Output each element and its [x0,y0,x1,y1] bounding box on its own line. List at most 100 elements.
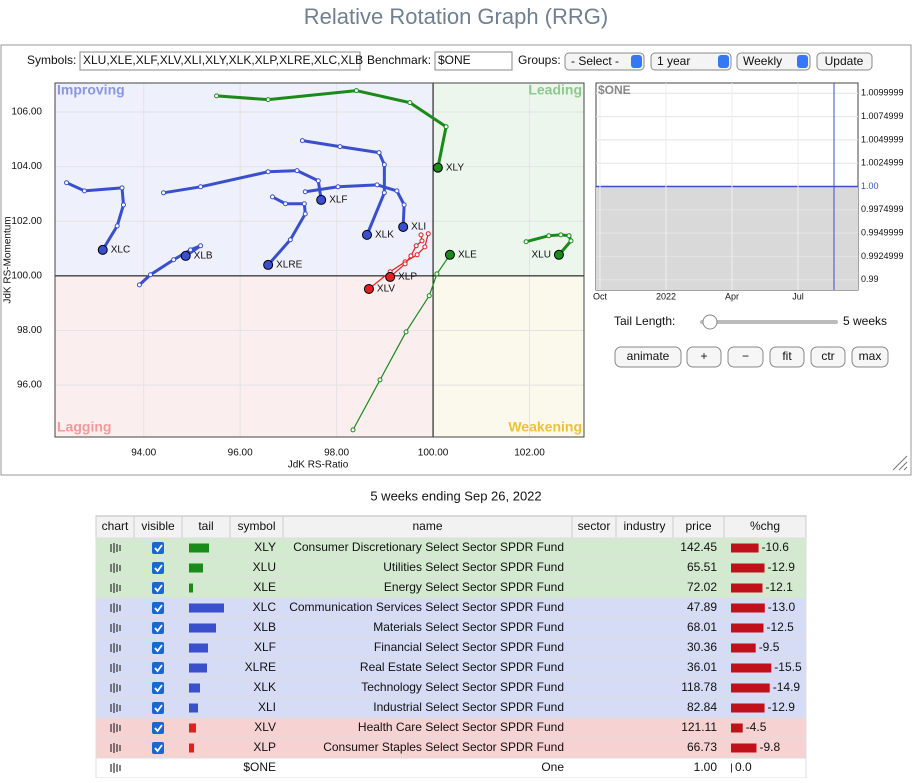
column-header: industry [623,519,665,533]
tail-point [188,247,194,253]
symbol-cell: XLK [253,680,276,694]
tail-point [147,272,153,278]
chart-icon[interactable] [110,723,121,733]
chart-icon[interactable] [110,563,121,573]
slider-knob[interactable] [702,314,718,330]
tail-point [374,182,380,188]
change-cell: -15.5 [774,660,802,674]
button[interactable] [614,346,682,368]
change-bar [731,663,772,673]
select-value: 1 year [657,54,690,68]
change-bar [731,703,765,713]
x-axis-label: JdK RS-Ratio [288,460,349,471]
x-tick-label: 98.00 [324,448,349,459]
visible-checkbox[interactable] [152,622,164,634]
benchmark-value: $ONE [438,53,471,67]
series-label: XLC [111,245,130,256]
check [154,644,163,653]
button-label: animate [627,349,670,363]
tail-line [216,89,448,168]
symbols-input[interactable] [79,51,361,71]
tail-bar [189,703,198,713]
tail-point [337,144,343,150]
tail-point [425,231,431,237]
chart-icon[interactable] [110,583,121,593]
benchmark-input[interactable] [434,51,513,71]
quadrant-label: Lagging [57,419,111,435]
y-tick-label: 102.00 [11,216,42,227]
tail-bar [189,643,208,653]
tail-point [381,162,387,168]
button[interactable] [851,346,889,368]
price-cell: 65.51 [687,560,717,574]
select-interval[interactable] [736,52,811,71]
tail-point [408,253,414,259]
chart-icon[interactable] [110,663,121,673]
chart-icon[interactable] [110,763,121,773]
button[interactable] [769,346,805,368]
tail-point [265,97,271,103]
select-groups[interactable] [564,52,645,71]
visible-checkbox[interactable] [152,722,164,734]
visible-checkbox[interactable] [152,682,164,694]
chart-icon[interactable] [110,643,121,653]
visible-checkbox[interactable] [152,582,164,594]
symbol-cell: XLP [253,740,276,754]
button[interactable] [727,346,764,368]
series-label: XLY [446,162,464,173]
chart-icon[interactable] [110,543,121,553]
button[interactable] [810,346,846,368]
visible-checkbox[interactable] [152,642,164,654]
visible-checkbox[interactable] [152,602,164,614]
symbol-cell: XLF [254,640,276,654]
series-label: XLI [411,222,426,233]
name-cell: Real Estate Select Sector SPDR Fund [360,660,564,674]
update-button[interactable] [816,52,873,71]
column-header: chart [102,519,129,533]
tail-point [120,202,126,208]
chart-icon[interactable] [110,703,121,713]
column-header: name [412,519,442,533]
tail-point [214,93,220,99]
tail-point [302,211,308,217]
price-cell: 36.01 [687,660,717,674]
button-label: fit [782,349,792,363]
symbol-cell: XLB [253,620,276,634]
button[interactable] [686,346,722,368]
area-fill [596,186,858,290]
name-cell: Consumer Staples Select Sector SPDR Fund [323,740,564,754]
visible-checkbox[interactable] [152,662,164,674]
select-period[interactable] [650,52,732,71]
column-header: sector [578,519,611,533]
visible-checkbox[interactable] [152,742,164,754]
x-tick-label: Apr [725,291,739,301]
check [154,744,163,753]
series-label: XLF [329,195,347,206]
chart-icon[interactable] [110,683,121,693]
symbol-cell: XLU [253,560,276,574]
chart-icon[interactable] [110,603,121,613]
tail-bar [189,543,209,553]
price-cell: 121.11 [681,720,717,734]
tail-point [413,243,419,249]
chart-icon[interactable] [110,743,121,753]
visible-checkbox[interactable] [152,562,164,574]
x-tick-label: Oct [593,291,608,301]
check [154,704,163,713]
y-tick-label: 1.0024999 [861,158,904,168]
change-bar [731,623,764,633]
name-cell: Financial Select Sector SPDR Fund [374,640,564,654]
tail-point [402,261,408,267]
resize-grip [892,455,908,471]
symbols-label: Symbols: [27,53,76,67]
chart-icon[interactable] [110,623,121,633]
y-tick-label: 0.99 [861,274,879,284]
button-label: + [700,349,707,363]
quadrant-label: Weakening [508,419,582,435]
tail-point [401,202,407,208]
head-marker [180,250,191,261]
visible-checkbox[interactable] [152,542,164,554]
visible-checkbox[interactable] [152,702,164,714]
head-marker [398,221,409,232]
